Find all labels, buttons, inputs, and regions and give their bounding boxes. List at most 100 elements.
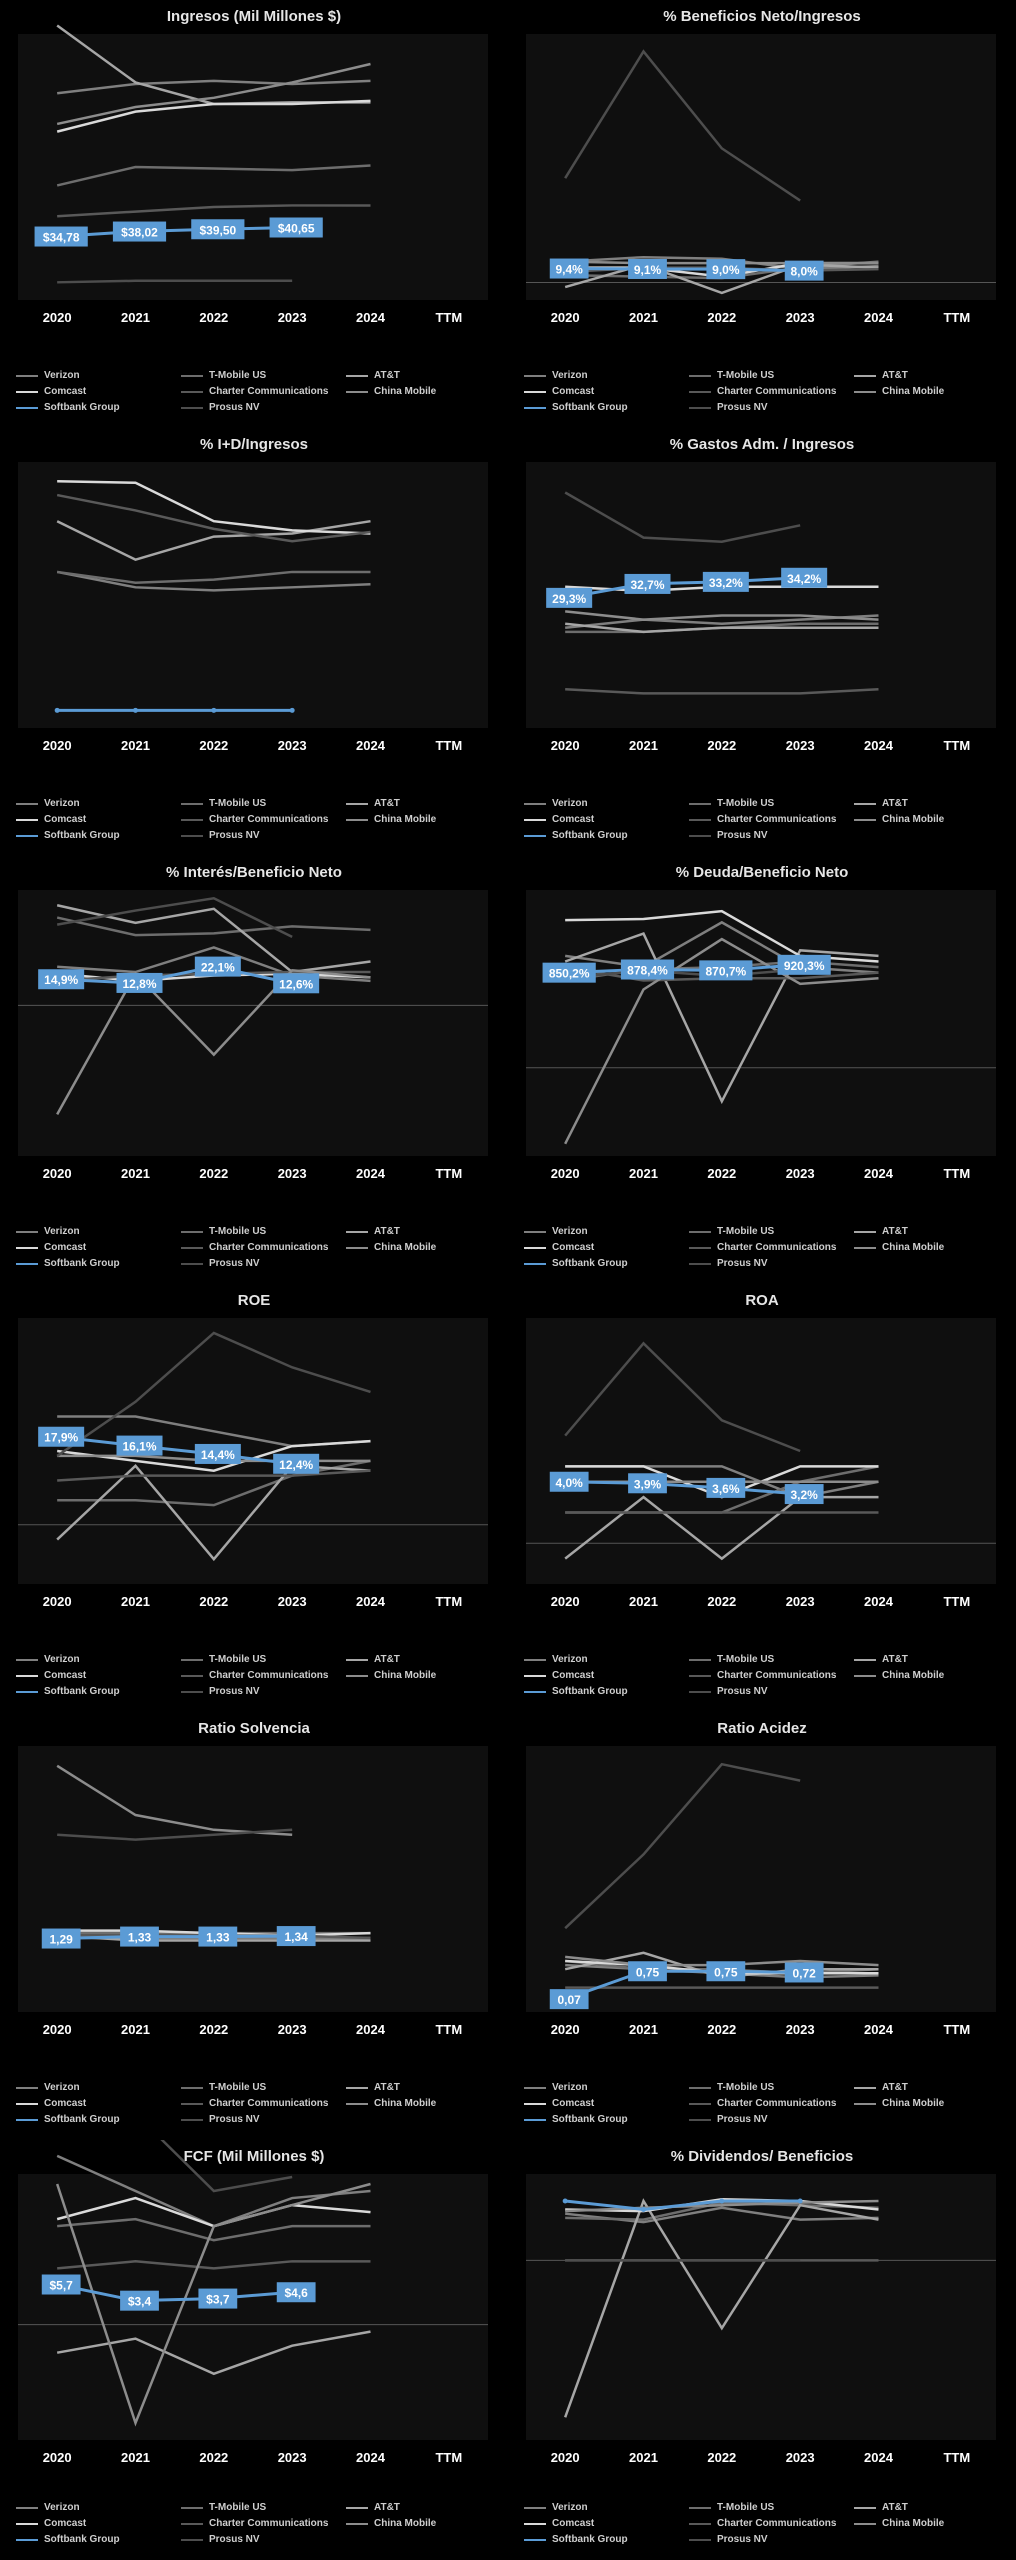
x-tick-label: 2024: [356, 2450, 386, 2465]
data-label-bg: [706, 1961, 746, 1982]
legend-entry: Verizon: [524, 1654, 588, 1665]
series-line-Verizon: [565, 614, 879, 630]
legend-entry: Verizon: [524, 1226, 588, 1237]
legend-swatch: [181, 1230, 203, 1233]
legend-label: AT&T: [882, 370, 908, 381]
legend-swatch: [854, 1658, 876, 1661]
legend-label: China Mobile: [374, 2518, 437, 2529]
legend-swatch: [346, 2102, 368, 2105]
data-label-bg: [542, 962, 596, 983]
legend-label: Prosus NV: [209, 2114, 260, 2125]
x-tick-label: 2020: [43, 738, 72, 753]
data-label: 3,9%: [628, 1473, 667, 1494]
chart-panel-11: FCF (Mil Millones $) 2020 2021 2022 2023 2024…: [8, 2140, 500, 2560]
data-label-bg: [41, 1928, 81, 1949]
series-line-Softbank Group: [565, 2199, 801, 2211]
x-tick-label: TTM: [435, 1166, 462, 1181]
x-tick-label: 2022: [199, 2022, 228, 2037]
x-tick-label: 2020: [43, 2022, 72, 2037]
data-label-bg: [549, 1989, 589, 2010]
chart-title: Ratio Acidez: [717, 1720, 807, 1737]
data-label-bg: [273, 1453, 320, 1474]
series-line-Verizon: [56, 570, 371, 592]
plot-area: [526, 1318, 996, 1584]
legend-label: Charter Communications: [717, 1670, 837, 1681]
chart-svg: 2020 2021 2022 2023 2024 TTM 4,0% 3,9% 3,6% 3,2%: [526, 1318, 996, 1609]
legend-label: Verizon: [552, 1654, 588, 1665]
legend-swatch: [16, 818, 38, 821]
data-label: $3,7: [198, 2288, 238, 2309]
legend-entry: AT&T: [854, 1226, 908, 1237]
data-label-text: 32,7%: [630, 578, 664, 592]
x-tick-label: 2022: [707, 738, 736, 753]
legend-label: AT&T: [882, 2082, 908, 2093]
legend-entry: T-Mobile US: [181, 2502, 266, 2513]
data-point: [289, 707, 295, 713]
legend-entry: Verizon: [524, 798, 588, 809]
legend-entry: Softbank Group: [16, 1686, 120, 1697]
legend: Verizon T-Mobile US AT&T Comcast Charter Com…: [524, 1226, 1000, 1276]
legend-swatch: [854, 1246, 876, 1249]
series-line-Verizon: [565, 255, 879, 271]
data-label-text: 0,72: [792, 1966, 816, 1980]
legend-label: China Mobile: [882, 1670, 945, 1681]
data-label: 850,2%: [542, 962, 596, 983]
legend-swatch: [181, 818, 203, 821]
legend-swatch: [689, 2086, 711, 2089]
series-line-Comcast: [56, 99, 371, 133]
plot-area: [526, 34, 996, 300]
data-label-text: 12,6%: [279, 977, 313, 991]
legend-swatch: [181, 834, 203, 837]
x-tick-label: TTM: [943, 310, 970, 325]
series-line-Softbank Group: [56, 2283, 293, 2303]
legend-label: Softbank Group: [552, 1686, 628, 1697]
legend-swatch: [524, 834, 546, 837]
legend-entry: Softbank Group: [524, 402, 628, 413]
chart-title: % Deuda/Beneficio Neto: [675, 864, 849, 881]
legend-entry: Prosus NV: [181, 2534, 260, 2545]
data-label-bg: [628, 1473, 667, 1494]
legend-label: Verizon: [552, 370, 588, 381]
data-label: $3,4: [120, 2290, 159, 2311]
x-tick-label: 2024: [356, 738, 386, 753]
data-label: 16,1%: [116, 1435, 163, 1456]
data-label: 9,1%: [628, 258, 667, 279]
x-tick-label: 2020: [551, 2450, 580, 2465]
legend-entry: Comcast: [16, 814, 86, 825]
plot-area: [18, 1318, 488, 1584]
legend-label: China Mobile: [374, 814, 437, 825]
data-label-text: $40,65: [278, 222, 315, 236]
legend-swatch: [16, 2118, 38, 2121]
legend-label: Softbank Group: [552, 2114, 628, 2125]
series-line-Charter Communications: [565, 688, 879, 695]
legend: Verizon T-Mobile US AT&T Comcast Charter Com…: [524, 2082, 1000, 2132]
x-tick-label: 2022: [707, 1166, 736, 1181]
legend-swatch: [524, 2522, 546, 2525]
legend-entry: China Mobile: [346, 386, 436, 397]
legend-entry: Comcast: [524, 1670, 594, 1681]
x-tick-label: TTM: [435, 1594, 462, 1609]
data-label-bg: [784, 1962, 824, 1983]
legend-swatch: [181, 2086, 203, 2089]
legend-entry: China Mobile: [346, 814, 436, 825]
data-label: 17,9%: [38, 1426, 85, 1447]
legend-entry: Verizon: [16, 2082, 80, 2093]
legend-entry: Verizon: [16, 798, 80, 809]
series-line-AT&T: [564, 263, 879, 295]
legend: Verizon T-Mobile US AT&T Comcast Charter Com…: [16, 798, 492, 848]
data-label: 1,34: [276, 1926, 316, 1947]
legend-swatch: [181, 2538, 203, 2541]
legend-entry: T-Mobile US: [689, 1654, 774, 1665]
data-point: [211, 707, 217, 713]
legend-swatch: [181, 1674, 203, 1677]
x-tick-label: TTM: [943, 1166, 970, 1181]
legend-label: Prosus NV: [209, 830, 260, 841]
data-label-text: 33,2%: [709, 576, 743, 590]
legend-swatch: [689, 390, 711, 393]
legend-label: Softbank Group: [552, 2534, 628, 2545]
data-label-text: $4,6: [284, 2286, 308, 2300]
data-label: 14,4%: [194, 1443, 241, 1464]
legend-entry: AT&T: [346, 370, 400, 381]
legend-entry: Comcast: [16, 1670, 86, 1681]
x-tick-label: TTM: [435, 310, 462, 325]
